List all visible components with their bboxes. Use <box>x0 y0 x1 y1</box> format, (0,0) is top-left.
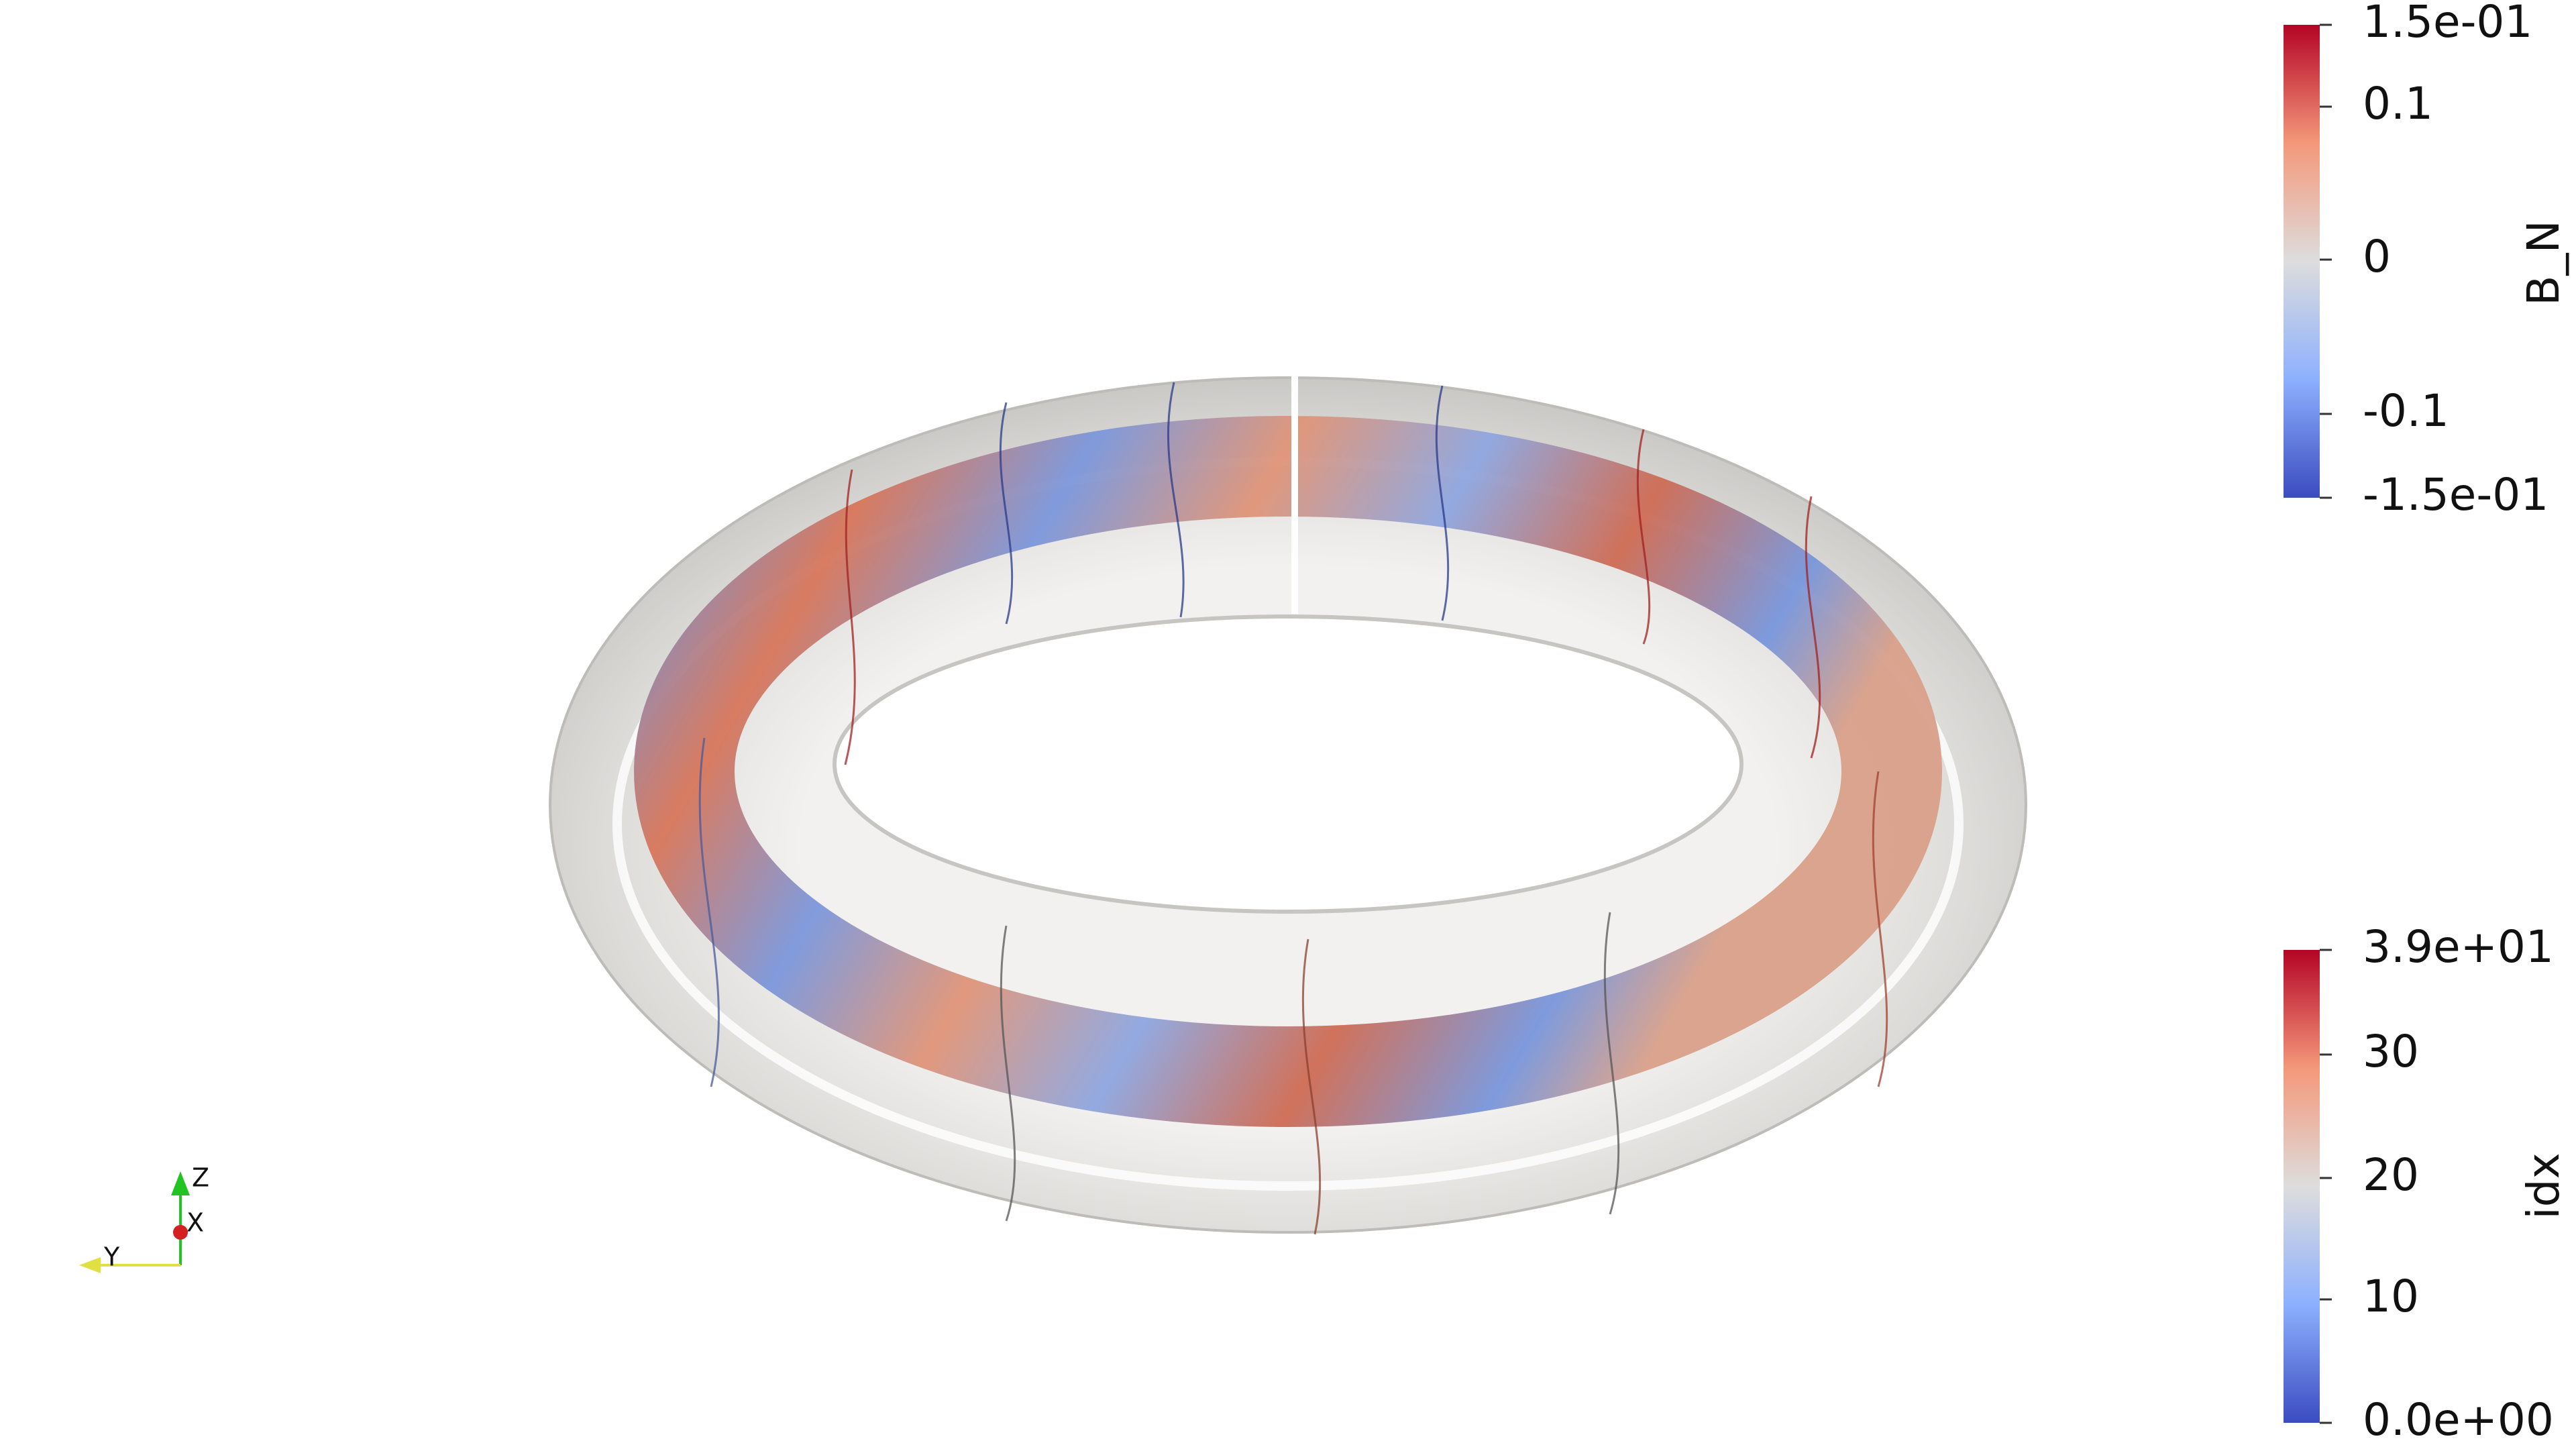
colorbar-label: 3.9e+01 <box>2363 921 2554 973</box>
torus <box>549 376 2027 1235</box>
colorbar-label: -1.5e-01 <box>2363 469 2548 521</box>
colorbar-gradient <box>2284 950 2320 1423</box>
colorbar-b-n: 1.5e-01 0.1 0 -0.1 -1.5e-01 B_N <box>2284 0 2569 521</box>
colorbar-gradient <box>2284 25 2320 498</box>
colorbar-label: 1.5e-01 <box>2363 0 2532 48</box>
axis-label: Y <box>103 1242 120 1272</box>
colorbar-title: B_N <box>2518 220 2569 306</box>
colorbar-label: -0.1 <box>2363 385 2449 437</box>
axis-label: Z <box>192 1163 209 1193</box>
colorbar-label: 10 <box>2363 1271 2419 1322</box>
orientation-axes: Z X Y <box>79 1163 209 1273</box>
colorbar-label: 0.1 <box>2363 78 2433 129</box>
colorbar-idx: 3.9e+01 30 20 10 0.0e+00 idx <box>2284 921 2569 1446</box>
axis-label: X <box>186 1208 204 1238</box>
colorbar-label: 20 <box>2363 1149 2419 1201</box>
colorbar-label: 0.0e+00 <box>2363 1394 2554 1446</box>
colorbar-label: 0 <box>2363 231 2391 282</box>
colorbar-label: 30 <box>2363 1026 2419 1077</box>
colorbar-title: idx <box>2518 1152 2569 1219</box>
